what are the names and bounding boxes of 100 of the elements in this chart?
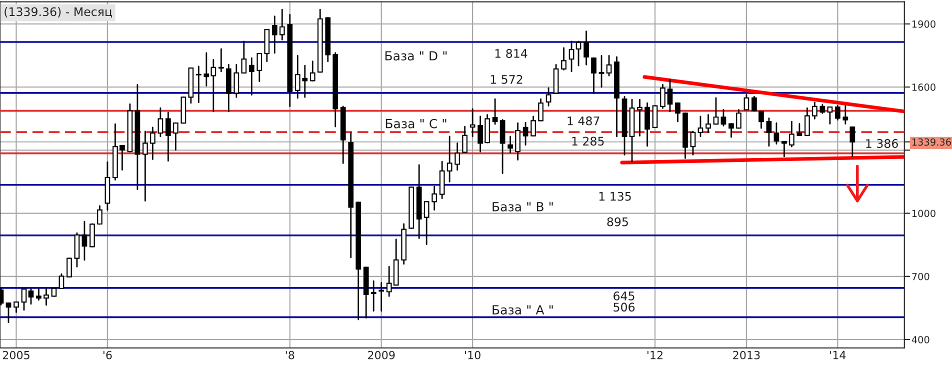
y-tick-label: 700 <box>912 272 930 280</box>
x-tick-label: '10 <box>465 350 480 360</box>
candlestick <box>470 108 476 138</box>
candlestick <box>28 288 34 305</box>
candlestick <box>598 55 604 88</box>
ref-line-label: 645 <box>614 291 634 300</box>
candlestick <box>432 186 438 211</box>
candlestick <box>713 97 719 125</box>
candlestick <box>546 87 552 106</box>
y-tick-label: 400 <box>912 336 930 344</box>
candlestick <box>446 136 452 182</box>
candlestick <box>834 105 840 121</box>
annotation: База " D " <box>385 51 447 60</box>
candlestick <box>150 126 156 160</box>
annotation: База " B " <box>492 202 553 212</box>
ref-line-label: 1 135 <box>599 192 631 201</box>
ref-line-label: 1 814 <box>495 49 528 58</box>
ref-line-label: 1 386 <box>866 139 898 148</box>
ref-line-label: 506 <box>614 302 635 312</box>
candlestick <box>690 130 696 156</box>
candlestick <box>241 40 247 74</box>
candlestick <box>6 302 12 323</box>
candlestick <box>310 60 316 82</box>
annotation: База " C " <box>386 118 446 128</box>
candlestick <box>454 142 460 171</box>
candlestick <box>728 123 734 138</box>
annotation: База " A " <box>492 305 553 315</box>
candlestick <box>720 109 726 126</box>
candlestick <box>530 116 536 137</box>
candlestick <box>272 16 278 54</box>
y-tick-label: 1900 <box>912 20 936 28</box>
candlestick <box>850 126 856 158</box>
candlestick <box>158 107 164 138</box>
candlestick <box>584 30 589 66</box>
candlestick <box>424 201 430 246</box>
x-tick-label: 2013 <box>733 350 760 360</box>
candlestick <box>660 84 666 109</box>
ref-line-label: 1 285 <box>572 136 604 146</box>
candlestick <box>827 106 833 125</box>
candlestick <box>36 288 42 301</box>
ref-line-label: 1 487 <box>568 116 600 126</box>
candlestick <box>508 136 513 154</box>
candlestick <box>766 117 772 147</box>
y-tick-label: 1600 <box>912 84 936 91</box>
candlestick <box>264 28 270 62</box>
candlestick <box>591 57 596 94</box>
candlestick <box>14 301 19 313</box>
candlestick <box>652 105 658 128</box>
candlestick <box>218 48 224 72</box>
candlestick <box>462 126 468 153</box>
candlestick <box>796 123 802 136</box>
candlestick <box>58 273 64 290</box>
ref-line-label: 1 572 <box>490 74 522 84</box>
candlestick <box>439 160 445 200</box>
x-tick-label: 2005 <box>2 350 30 360</box>
candlestick <box>97 205 102 225</box>
candlestick <box>538 98 544 122</box>
candlestick <box>736 109 742 129</box>
candlestick <box>44 287 49 306</box>
candlestick <box>561 47 566 70</box>
candlestick <box>576 40 582 66</box>
candlestick <box>370 280 376 312</box>
candlestick <box>744 94 750 110</box>
candlestick <box>166 112 171 162</box>
ref-line-label: 895 <box>607 217 628 226</box>
candlestick <box>515 122 520 161</box>
candlestick <box>789 120 794 148</box>
candlestick <box>74 232 80 268</box>
candlestick <box>279 8 285 40</box>
candlestick <box>256 52 262 82</box>
candlestick <box>82 220 88 261</box>
candlestick <box>842 105 848 125</box>
candlestick <box>706 114 711 134</box>
candlestick <box>568 40 574 72</box>
candlestick <box>522 122 528 146</box>
candlestick <box>782 140 787 158</box>
candlestick <box>378 282 384 312</box>
chart-title: (1339.36) - Месяц <box>4 7 112 18</box>
candlestick <box>500 119 506 174</box>
candlestick <box>142 130 148 202</box>
candlestick <box>21 288 27 311</box>
candlestick <box>492 98 498 125</box>
candlestick <box>173 122 178 151</box>
candlestick <box>196 66 202 104</box>
candlestick <box>66 258 72 278</box>
x-tick-label: '6 <box>103 350 112 360</box>
x-tick-label: '14 <box>830 351 846 360</box>
y-tick-label: 1000 <box>912 210 936 218</box>
candlestick <box>812 102 818 120</box>
candlestick <box>667 78 673 112</box>
candlestick <box>90 223 95 248</box>
candlestick <box>698 116 704 138</box>
candlestick <box>774 122 780 145</box>
candlestick <box>637 98 642 137</box>
x-tick-label: '8 <box>286 350 294 360</box>
x-tick-label: 2009 <box>368 350 395 360</box>
candlestick <box>248 57 254 96</box>
candlestick <box>606 55 612 76</box>
candlestick <box>234 64 240 98</box>
candlestick <box>804 107 810 136</box>
